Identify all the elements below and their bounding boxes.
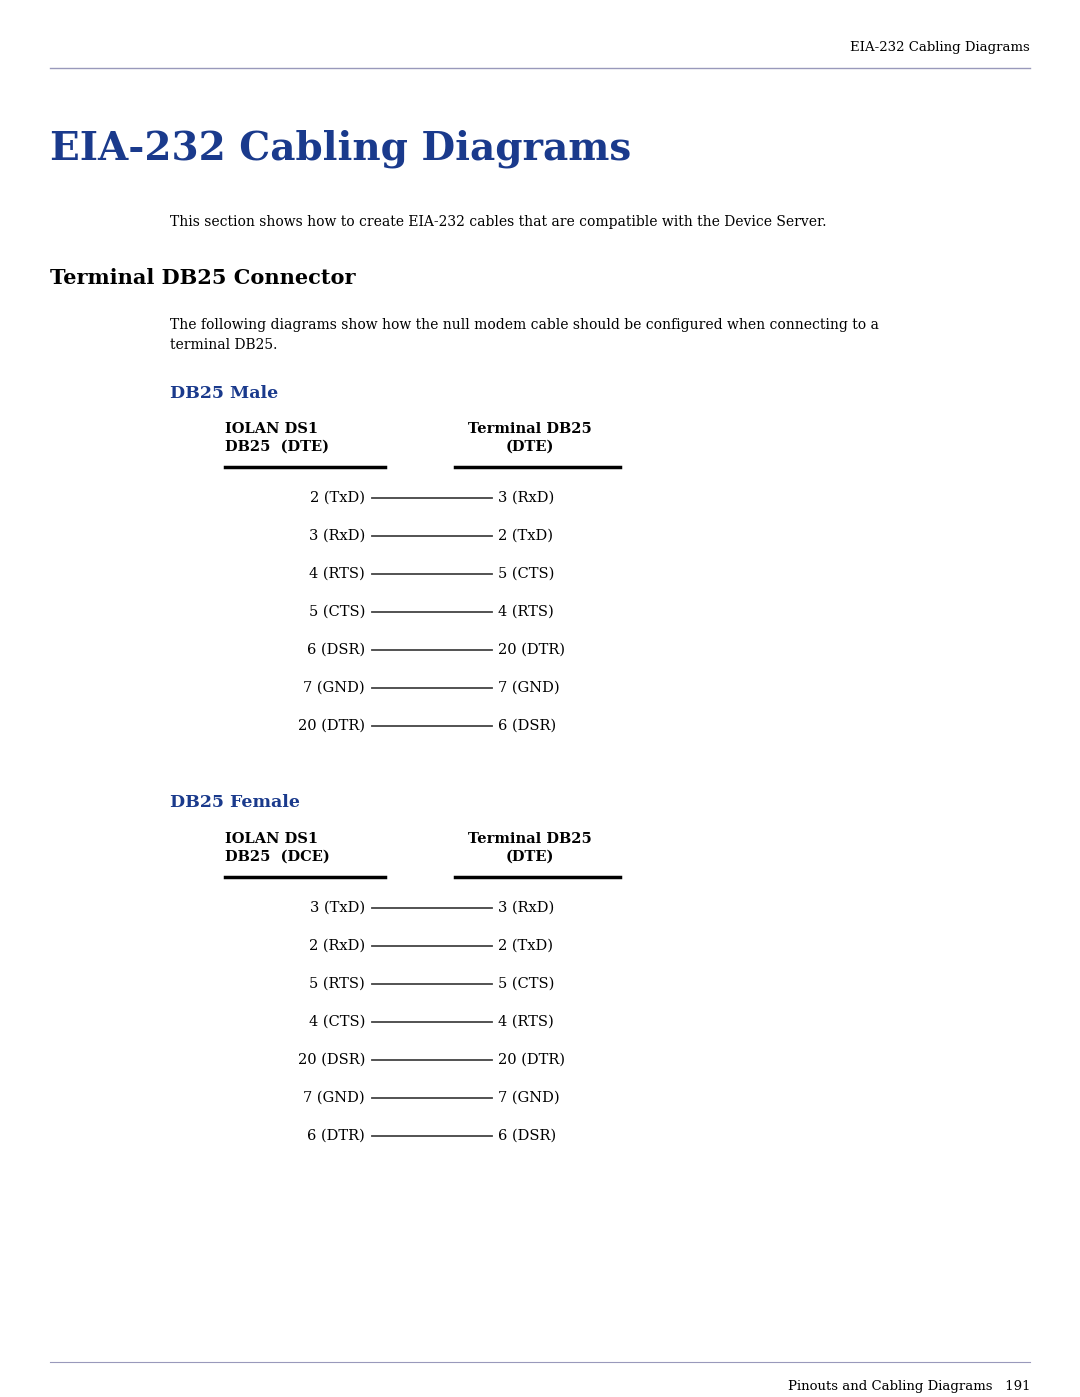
Text: 4 (CTS): 4 (CTS) [309,1016,365,1030]
Text: 2 (TxD): 2 (TxD) [498,939,553,953]
Text: 7 (GND): 7 (GND) [303,1091,365,1105]
Text: This section shows how to create EIA-232 cables that are compatible with the Dev: This section shows how to create EIA-232… [170,215,826,229]
Text: terminal DB25.: terminal DB25. [170,338,278,352]
Text: 2 (TxD): 2 (TxD) [310,490,365,504]
Text: 20 (DTR): 20 (DTR) [298,719,365,733]
Text: 20 (DTR): 20 (DTR) [498,643,565,657]
Text: 6 (DSR): 6 (DSR) [498,1129,556,1143]
Text: 3 (RxD): 3 (RxD) [309,529,365,543]
Text: EIA-232 Cabling Diagrams: EIA-232 Cabling Diagrams [850,42,1030,54]
Text: 4 (RTS): 4 (RTS) [498,605,554,619]
Text: (DTE): (DTE) [505,849,554,863]
Text: 7 (GND): 7 (GND) [498,1091,559,1105]
Text: 5 (RTS): 5 (RTS) [309,977,365,990]
Text: IOLAN DS1: IOLAN DS1 [225,833,319,847]
Text: 6 (DSR): 6 (DSR) [307,643,365,657]
Text: 7 (GND): 7 (GND) [303,680,365,694]
Text: 6 (DSR): 6 (DSR) [498,719,556,733]
Text: 3 (RxD): 3 (RxD) [498,901,554,915]
Text: 5 (CTS): 5 (CTS) [309,605,365,619]
Text: Terminal DB25 Connector: Terminal DB25 Connector [50,268,355,288]
Text: 6 (DTR): 6 (DTR) [307,1129,365,1143]
Text: DB25 Male: DB25 Male [170,386,279,402]
Text: 3 (TxD): 3 (TxD) [310,901,365,915]
Text: (DTE): (DTE) [505,440,554,454]
Text: 2 (RxD): 2 (RxD) [309,939,365,953]
Text: 5 (CTS): 5 (CTS) [498,977,554,990]
Text: 20 (DSR): 20 (DSR) [298,1053,365,1067]
Text: 4 (RTS): 4 (RTS) [498,1016,554,1030]
Text: DB25  (DTE): DB25 (DTE) [225,440,329,454]
Text: 4 (RTS): 4 (RTS) [309,567,365,581]
Text: 2 (TxD): 2 (TxD) [498,529,553,543]
Text: 20 (DTR): 20 (DTR) [498,1053,565,1067]
Text: 7 (GND): 7 (GND) [498,680,559,694]
Text: 3 (RxD): 3 (RxD) [498,490,554,504]
Text: 5 (CTS): 5 (CTS) [498,567,554,581]
Text: DB25  (DCE): DB25 (DCE) [225,849,329,863]
Text: The following diagrams show how the null modem cable should be configured when c: The following diagrams show how the null… [170,319,879,332]
Text: Pinouts and Cabling Diagrams   191: Pinouts and Cabling Diagrams 191 [787,1380,1030,1393]
Text: EIA-232 Cabling Diagrams: EIA-232 Cabling Diagrams [50,130,631,169]
Text: Terminal DB25: Terminal DB25 [468,833,592,847]
Text: Terminal DB25: Terminal DB25 [468,422,592,436]
Text: IOLAN DS1: IOLAN DS1 [225,422,319,436]
Text: DB25 Female: DB25 Female [170,793,300,812]
